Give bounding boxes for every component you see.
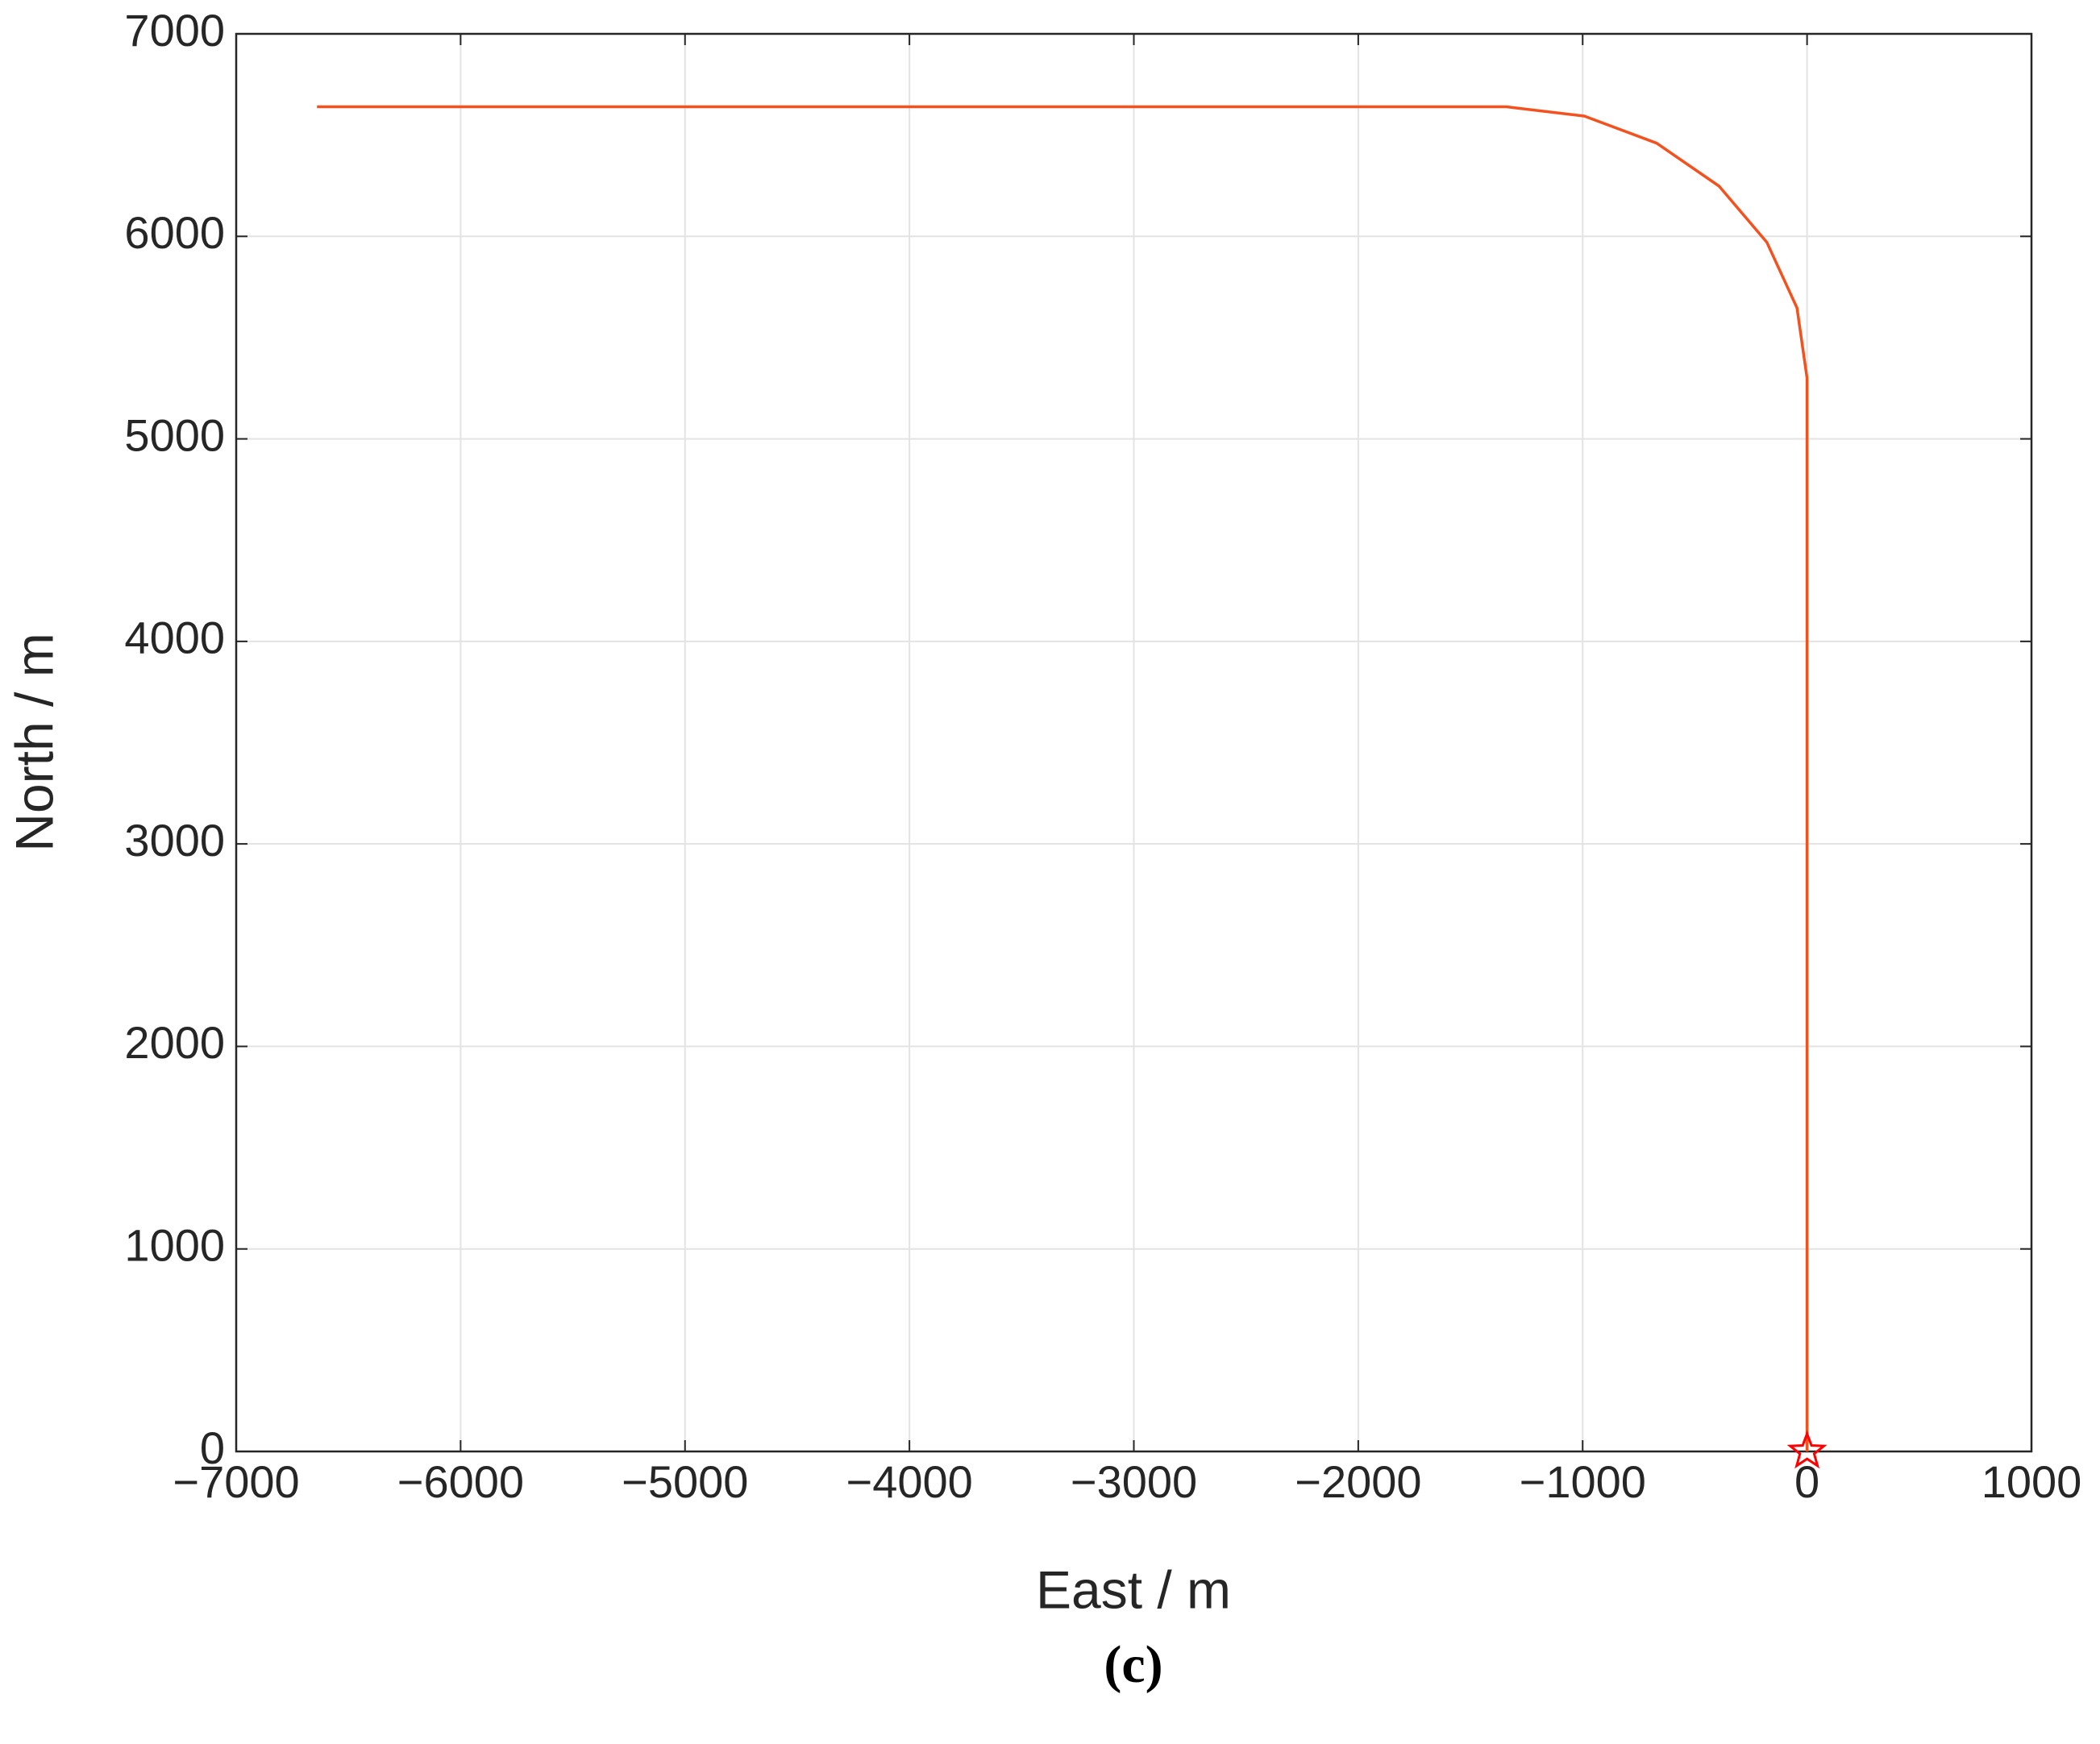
x-tick-label: −3000	[1071, 1456, 1197, 1507]
x-tick-label: −2000	[1295, 1456, 1421, 1507]
trajectory-line	[317, 105, 1809, 1451]
y-tick-label: 2000	[124, 1017, 225, 1068]
y-tick-label: 5000	[124, 409, 225, 460]
x-tick-label: 1000	[1981, 1456, 2082, 1507]
y-tick-label: 7000	[124, 5, 225, 56]
x-tick-label: −5000	[622, 1456, 748, 1507]
y-tick-label: 4000	[124, 612, 225, 663]
y-tick-label: 3000	[124, 815, 225, 866]
star-marker	[1786, 1430, 1828, 1469]
x-tick-label: −7000	[173, 1456, 299, 1507]
x-tick-label: −1000	[1520, 1456, 1646, 1507]
x-axis-label: East / m	[1036, 1559, 1231, 1619]
caption: (c)	[1104, 1635, 1162, 1694]
y-tick-label: 6000	[124, 207, 225, 258]
y-axis-label: North / m	[4, 633, 64, 851]
y-tick-label: 0	[200, 1422, 225, 1473]
y-tick-label: 1000	[124, 1220, 225, 1271]
x-tick-label: −4000	[846, 1456, 972, 1507]
plot-frame	[235, 32, 2033, 1453]
x-tick-label: −6000	[397, 1456, 524, 1507]
